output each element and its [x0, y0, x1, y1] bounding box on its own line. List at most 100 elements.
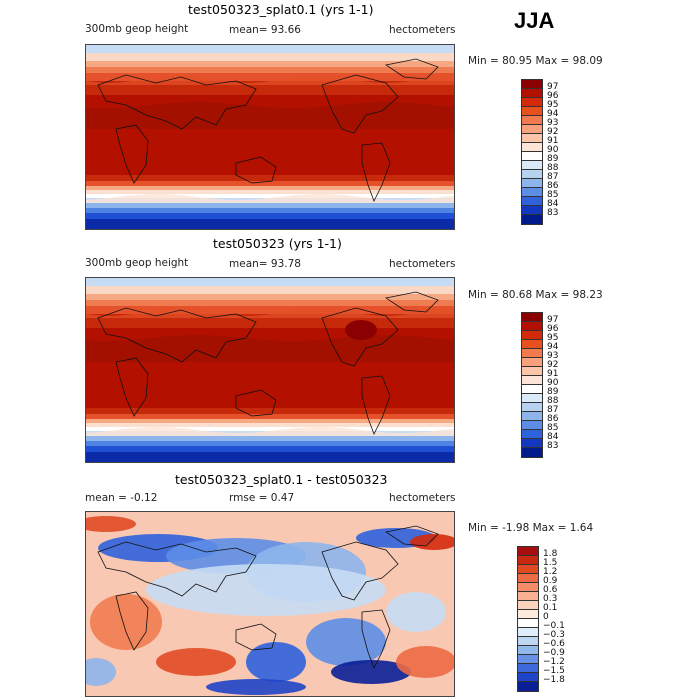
- colorbar-swatch: [522, 125, 542, 134]
- colorbar-label: 97: [547, 82, 559, 92]
- colorbar-label: 92: [547, 127, 559, 137]
- colorbar-swatch: [518, 556, 538, 565]
- colorbar-label: 0: [543, 612, 549, 622]
- colorbar-label: 0.6: [543, 585, 558, 595]
- colorbar-label: 0.1: [543, 603, 558, 613]
- panel2-mean: mean= 93.78: [229, 258, 301, 270]
- colorbar-label: 88: [547, 396, 559, 406]
- panel3-colorbar: [517, 546, 539, 692]
- colorbar-swatch: [522, 143, 542, 152]
- colorbar-label: −1.5: [543, 666, 565, 676]
- colorbar-swatch: [522, 385, 542, 394]
- panel1-units: hectometers: [389, 24, 456, 36]
- colorbar-label: 89: [547, 154, 559, 164]
- colorbar-swatch: [518, 565, 538, 574]
- colorbar-label: 84: [547, 432, 559, 442]
- colorbar-swatch: [518, 655, 538, 664]
- panel1-mean: mean= 93.66: [229, 24, 301, 36]
- colorbar-label: −0.1: [543, 621, 565, 631]
- colorbar-label: 1.2: [543, 567, 558, 577]
- colorbar-label: 90: [547, 378, 559, 388]
- colorbar-label: −0.6: [543, 639, 565, 649]
- colorbar-swatch: [522, 134, 542, 143]
- panel2-minmax: Min = 80.68 Max = 98.23: [468, 289, 603, 301]
- colorbar-swatch: [522, 358, 542, 367]
- colorbar-label: 93: [547, 351, 559, 361]
- panel1-map: [85, 44, 455, 230]
- colorbar-label: 0.3: [543, 594, 558, 604]
- season-label: JJA: [514, 8, 555, 33]
- colorbar-label: 96: [547, 324, 559, 334]
- colorbar-swatch: [518, 574, 538, 583]
- colorbar-label: 0.9: [543, 576, 558, 586]
- colorbar-swatch: [522, 430, 542, 439]
- colorbar-label: 94: [547, 109, 559, 119]
- map-field: [86, 512, 454, 696]
- colorbar-label: 97: [547, 315, 559, 325]
- colorbar-label: 83: [547, 208, 559, 218]
- colorbar-label: 95: [547, 333, 559, 343]
- panel2-title: test050323 (yrs 1-1): [213, 236, 342, 251]
- colorbar-swatch: [522, 439, 542, 448]
- colorbar-label: 90: [547, 145, 559, 155]
- colorbar-swatch: [518, 601, 538, 610]
- colorbar-label: −0.9: [543, 648, 565, 658]
- panel3-map: [85, 511, 455, 697]
- colorbar-swatch: [522, 170, 542, 179]
- colorbar-swatch: [522, 215, 542, 224]
- colorbar-swatch: [518, 673, 538, 682]
- panel3-minmax: Min = -1.98 Max = 1.64: [468, 522, 594, 534]
- colorbar-swatch: [522, 152, 542, 161]
- colorbar-label: 91: [547, 136, 559, 146]
- colorbar-swatch: [522, 107, 542, 116]
- panel1-variable: 300mb geop height: [85, 23, 189, 35]
- colorbar-label: 86: [547, 414, 559, 424]
- colorbar-label: 88: [547, 163, 559, 173]
- colorbar-swatch: [522, 403, 542, 412]
- panel2-variable: 300mb geop height: [85, 257, 189, 269]
- panel2-map: [85, 277, 455, 463]
- colorbar-swatch: [522, 412, 542, 421]
- colorbar-label: 89: [547, 387, 559, 397]
- colorbar-label: 91: [547, 369, 559, 379]
- colorbar-label: 1.5: [543, 558, 558, 568]
- colorbar-label: 83: [547, 441, 559, 451]
- panel1-colorbar: [521, 79, 543, 225]
- panel3-mean: mean = -0.12: [85, 492, 158, 504]
- colorbar-label: 93: [547, 118, 559, 128]
- colorbar-swatch: [518, 664, 538, 673]
- panel2-colorbar: [521, 312, 543, 458]
- colorbar-label: 86: [547, 181, 559, 191]
- colorbar-swatch: [518, 628, 538, 637]
- colorbar-swatch: [518, 646, 538, 655]
- colorbar-swatch: [522, 421, 542, 430]
- colorbar-swatch: [522, 197, 542, 206]
- colorbar-swatch: [522, 313, 542, 322]
- colorbar-label: 95: [547, 100, 559, 110]
- panel1-title: test050323_splat0.1 (yrs 1-1): [188, 2, 374, 17]
- colorbar-swatch: [522, 349, 542, 358]
- colorbar-label: 94: [547, 342, 559, 352]
- colorbar-swatch: [522, 188, 542, 197]
- map-field: [86, 45, 454, 229]
- colorbar-label: −1.2: [543, 657, 565, 667]
- colorbar-swatch: [522, 206, 542, 215]
- colorbar-swatch: [522, 448, 542, 457]
- colorbar-swatch: [522, 331, 542, 340]
- colorbar-label: 85: [547, 423, 559, 433]
- panel1-minmax: Min = 80.95 Max = 98.09: [468, 55, 603, 67]
- colorbar-swatch: [522, 394, 542, 403]
- colorbar-swatch: [522, 80, 542, 89]
- colorbar-swatch: [522, 179, 542, 188]
- colorbar-label: 1.8: [543, 549, 558, 559]
- colorbar-swatch: [518, 547, 538, 556]
- panel2-units: hectometers: [389, 258, 456, 270]
- colorbar-swatch: [522, 322, 542, 331]
- colorbar-label: 92: [547, 360, 559, 370]
- colorbar-swatch: [522, 116, 542, 125]
- colorbar-swatch: [518, 637, 538, 646]
- colorbar-swatch: [522, 367, 542, 376]
- colorbar-swatch: [518, 610, 538, 619]
- panel3-rmse: rmse = 0.47: [229, 492, 295, 504]
- colorbar-swatch: [522, 340, 542, 349]
